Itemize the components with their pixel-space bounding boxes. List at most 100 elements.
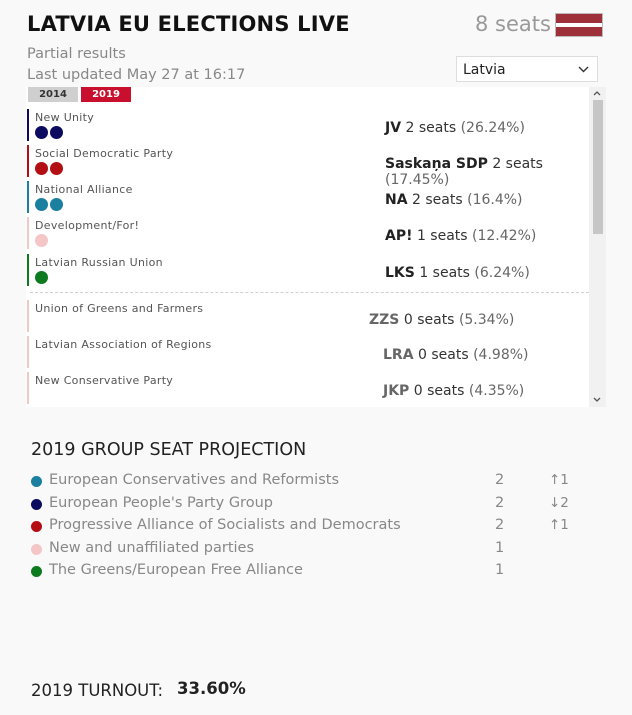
country-select-value: Latvia xyxy=(463,62,506,78)
page-title: LATVIA EU ELECTIONS LIVE xyxy=(27,12,350,36)
party-abbr: ZZS xyxy=(369,312,400,328)
party-score: LKS 1 seats (6.24%) xyxy=(385,265,530,281)
year-tabs: 2014 2019 xyxy=(28,87,131,102)
group-name: European Conservatives and Reformists xyxy=(49,472,340,488)
party-score: JV 2 seats (26.24%) xyxy=(385,120,525,136)
group-row: European People's Party Group 2 ↓2 xyxy=(31,495,591,515)
year-tab-2014[interactable]: 2014 xyxy=(28,87,78,102)
group-row: The Greens/European Free Alliance 1 xyxy=(31,562,591,582)
scroll-up-icon[interactable] xyxy=(593,89,601,97)
party-score: JKP 0 seats (4.35%) xyxy=(383,383,524,399)
group-name: New and unaffiliated parties xyxy=(49,539,255,556)
party-score: NA 2 seats (16.4%) xyxy=(385,192,523,208)
latvia-flag-icon xyxy=(555,13,603,37)
party-percent: (12.42%) xyxy=(472,228,537,244)
scrollbar[interactable] xyxy=(589,87,606,407)
party-row: Union of Greens and Farmers ZZS 0 seats (… xyxy=(26,300,589,336)
group-color-dot xyxy=(31,543,42,555)
party-percent: (17.45%) xyxy=(385,172,450,188)
party-score: AP! 1 seats (12.42%) xyxy=(385,228,536,244)
seat-dots xyxy=(35,126,63,139)
party-percent: (4.98%) xyxy=(473,347,529,363)
year-tab-2019[interactable]: 2019 xyxy=(81,87,131,102)
group-name: Progressive Alliance of Socialists and D… xyxy=(49,517,401,533)
party-abbr: Saskaņa SDP xyxy=(385,156,488,172)
party-percent: (26.24%) xyxy=(460,120,525,136)
total-seats: 8 seats xyxy=(475,12,551,36)
party-abbr: JKP xyxy=(383,383,410,399)
party-abbr: LRA xyxy=(383,347,414,363)
group-change: ↑1 xyxy=(549,517,569,533)
scroll-down-icon[interactable] xyxy=(593,396,601,404)
party-percent: (16.4%) xyxy=(467,192,523,208)
party-seats: 0 seats xyxy=(413,383,465,399)
scrollbar-thumb[interactable] xyxy=(593,100,603,234)
party-row: Latvian Association of Regions LRA 0 seat… xyxy=(26,336,589,372)
party-row: Social Democratic Party Saskaņa SDP 2 sea… xyxy=(26,145,589,188)
group-seats: 2 xyxy=(495,494,505,511)
party-color-bar xyxy=(27,300,29,332)
group-seats: 2 xyxy=(495,472,505,488)
party-name: Union of Greens and Farmers xyxy=(35,302,204,315)
seat-dot xyxy=(35,126,48,139)
party-abbr: LKS xyxy=(385,265,415,281)
seat-dots xyxy=(35,271,48,284)
party-name: Latvian Russian Union xyxy=(35,256,163,269)
seat-dot xyxy=(35,271,48,284)
group-seats: 1 xyxy=(495,539,505,556)
group-name: The Greens/European Free Alliance xyxy=(49,562,303,578)
party-seats: 1 seats xyxy=(419,265,470,281)
party-seats: 0 seats xyxy=(403,312,455,328)
seat-dots xyxy=(35,198,63,211)
party-color-bar xyxy=(27,217,29,249)
party-color-bar xyxy=(27,336,29,368)
party-row: New Unity JV 2 seats (26.24%) xyxy=(26,109,589,145)
seat-dot xyxy=(35,162,48,175)
group-row: Progressive Alliance of Socialists and D… xyxy=(31,517,591,537)
party-color-bar xyxy=(27,181,29,213)
party-row: National Alliance NA 2 seats (16.4%) xyxy=(26,181,589,217)
results-list[interactable]: New Unity JV 2 seats (26.24%) Social Democ… xyxy=(26,87,606,407)
lost-divider xyxy=(30,292,589,293)
seat-dots xyxy=(35,162,63,175)
party-percent: (5.34%) xyxy=(458,312,515,328)
party-score: LRA 0 seats (4.98%) xyxy=(383,347,529,363)
turnout-value: 33.60% xyxy=(177,679,246,698)
party-row: Latvian Russian Union LKS 1 seats (6.24%) xyxy=(26,254,589,290)
group-color-dot xyxy=(31,566,42,577)
party-color-bar xyxy=(27,254,29,286)
group-color-dot xyxy=(31,498,42,510)
group-change: ↓2 xyxy=(549,494,569,511)
party-percent: (4.35%) xyxy=(468,383,525,399)
subtitle: Partial results xyxy=(27,46,126,62)
group-color-dot xyxy=(31,521,42,532)
seat-dot xyxy=(50,126,63,139)
party-name: National Alliance xyxy=(35,183,133,196)
party-seats: 0 seats xyxy=(418,347,469,363)
party-score: ZZS 0 seats (5.34%) xyxy=(369,312,514,328)
projection-title: 2019 GROUP SEAT PROJECTION xyxy=(31,440,307,460)
country-select[interactable]: Latvia xyxy=(456,56,598,82)
party-abbr: AP! xyxy=(385,228,413,244)
party-seats: 2 seats xyxy=(405,120,457,136)
party-name: New Conservative Party xyxy=(35,374,174,387)
group-row: European Conservatives and Reformists 2 ↑1 xyxy=(31,472,591,492)
party-score: Saskaņa SDP 2 seats (17.45%) xyxy=(385,156,589,188)
party-color-bar xyxy=(27,372,29,404)
party-name: Latvian Association of Regions xyxy=(35,338,212,351)
party-name: New Unity xyxy=(35,111,95,124)
party-percent: (6.24%) xyxy=(474,265,530,281)
group-seats: 1 xyxy=(495,562,505,578)
group-row: New and unaffiliated parties 1 xyxy=(31,540,591,560)
party-color-bar xyxy=(27,109,29,141)
seat-dot xyxy=(50,198,63,211)
party-abbr: JV xyxy=(385,120,402,136)
group-change: ↑1 xyxy=(549,472,569,488)
group-name: European People's Party Group xyxy=(49,494,273,511)
party-seats: 2 seats xyxy=(412,192,463,208)
last-updated: Last updated May 27 at 16:17 xyxy=(27,67,246,83)
seat-dot xyxy=(35,198,48,211)
seat-dot xyxy=(35,234,48,247)
turnout-label: 2019 TURNOUT: xyxy=(31,681,164,700)
party-seats: 1 seats xyxy=(416,228,468,244)
